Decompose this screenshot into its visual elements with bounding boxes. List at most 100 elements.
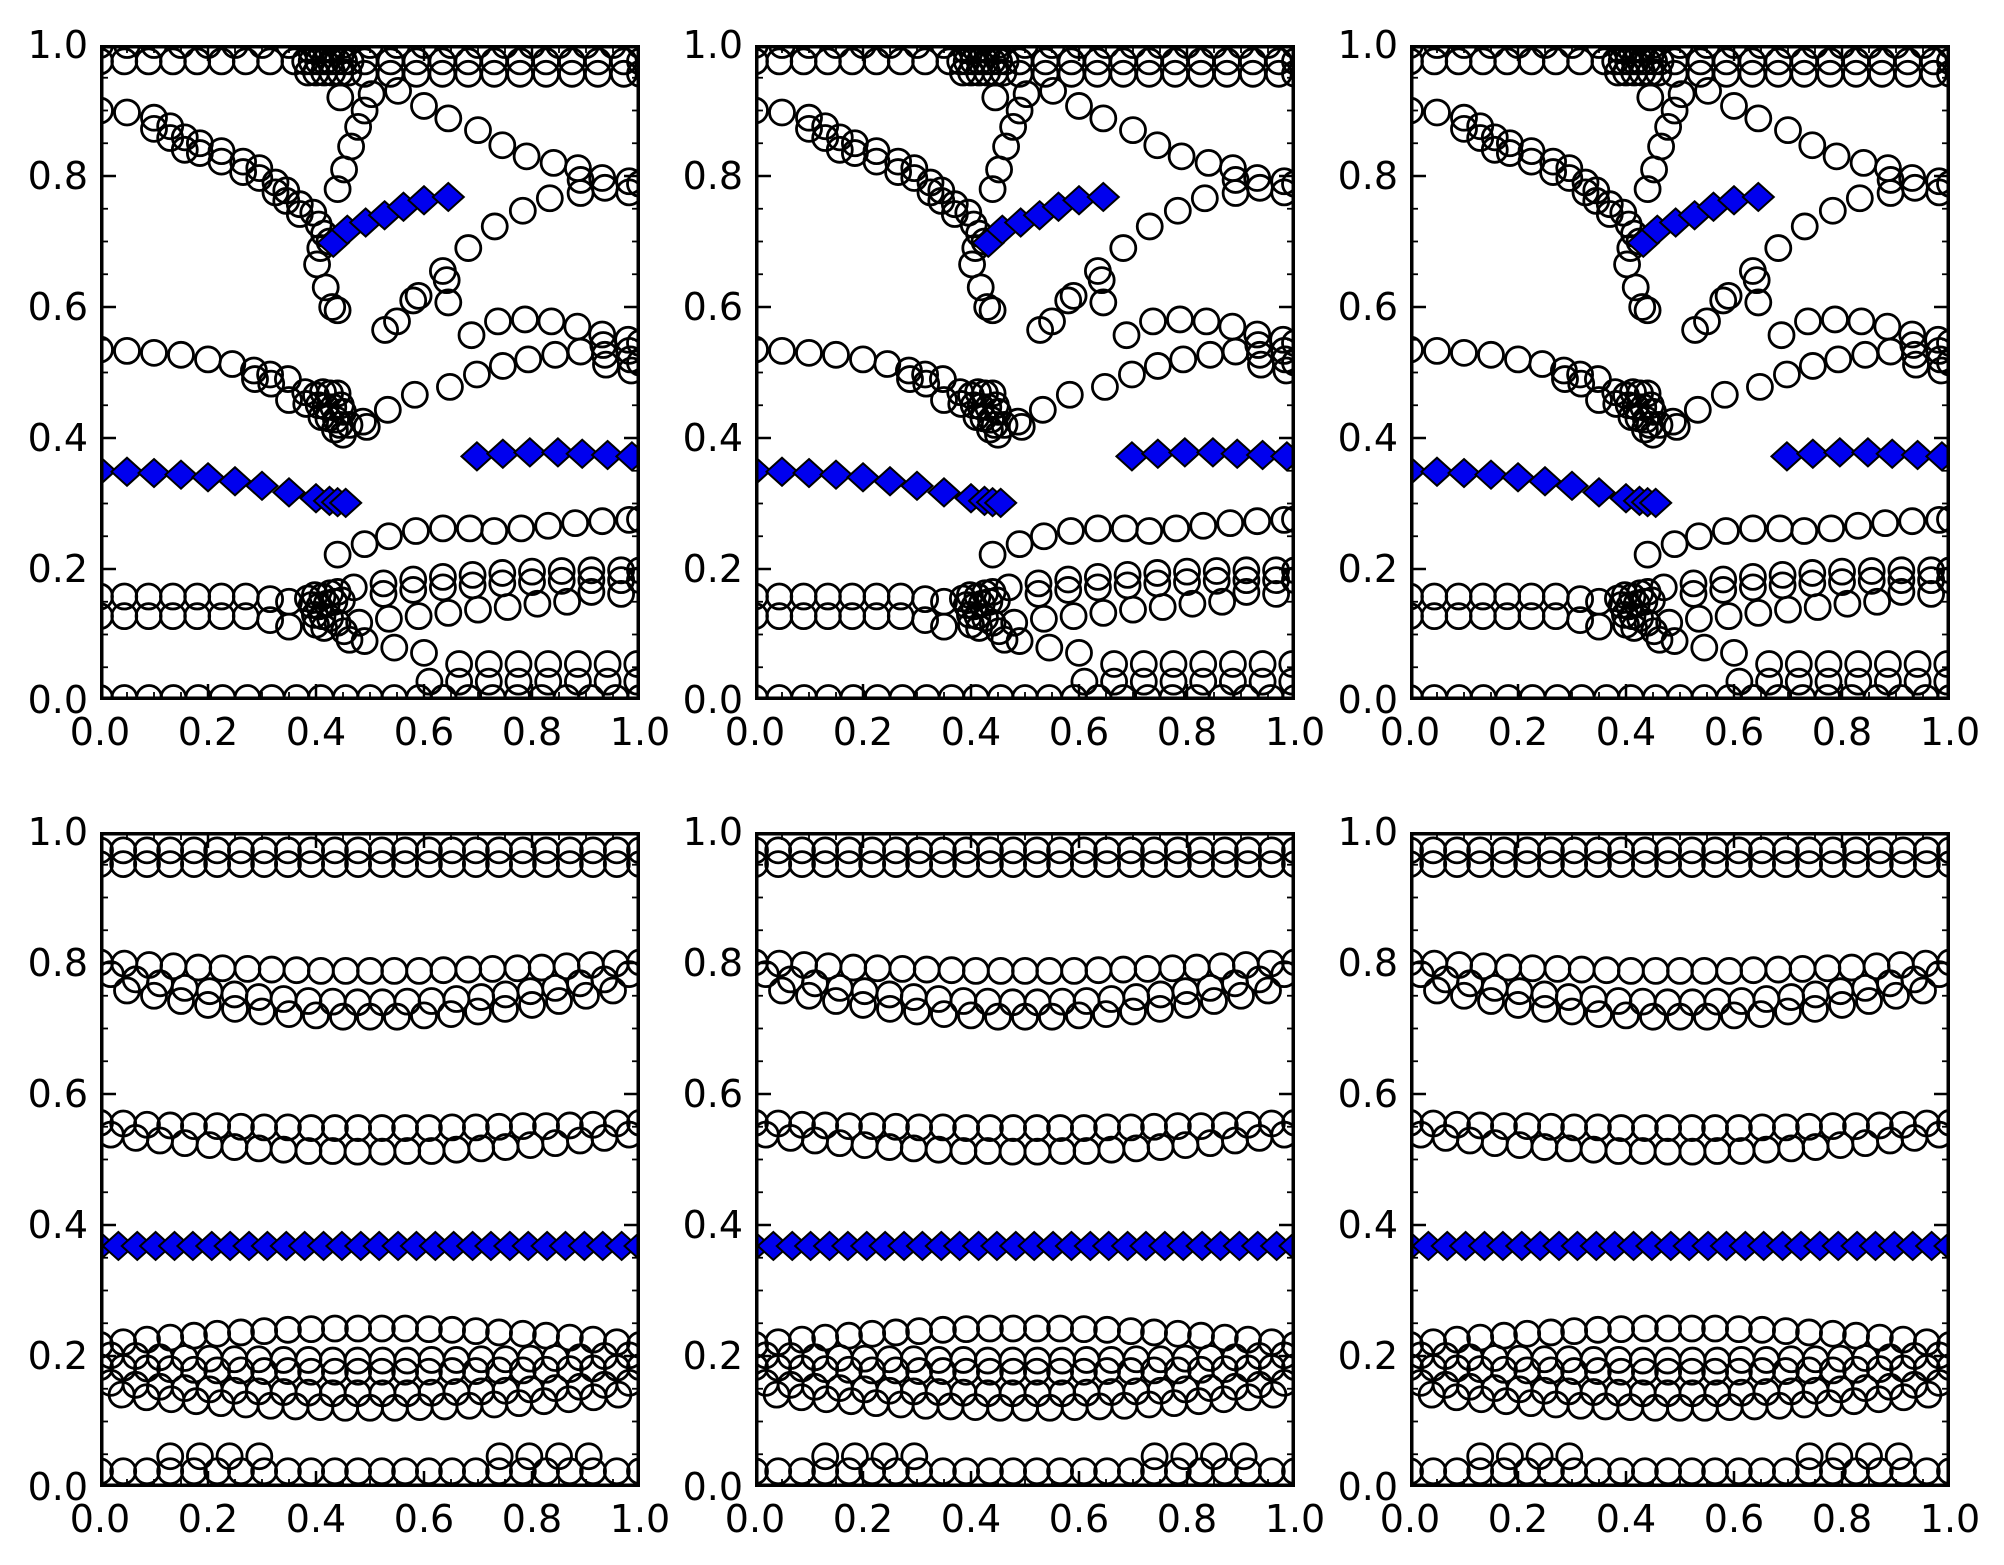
circles-bottom-doubles: [1466, 1442, 1913, 1471]
circles-top-clipped: [1410, 45, 1950, 59]
circles-bottom-right-doubles: [1070, 650, 1295, 696]
circles-top-clipped: [100, 45, 640, 59]
x-tick-label: 1.0: [1919, 1497, 1981, 1541]
circles-kite-left-edge: [323, 80, 386, 204]
circles-left-low-rows: [755, 582, 958, 641]
subplot-bottom-middle: 1.0 0.8 0.6 0.4 0.2 0.0 0.0 0.2 0.4 0.6 0.8 1.0: [683, 812, 1326, 1539]
circles-top-row: [100, 47, 309, 76]
x-tick-label: 0.0: [69, 710, 131, 754]
circles-band02-arcdown: [1417, 1380, 1943, 1422]
y-tick-label: 1.0: [27, 810, 88, 854]
circles-central-cluster: [302, 378, 381, 449]
circles-top-right-lower: [350, 59, 640, 88]
circles-left-low-rows: [1410, 582, 1613, 641]
x-tick-label: 1.0: [1919, 710, 1981, 754]
diamonds-row: [755, 1230, 1295, 1262]
x-tick-label: 0.8: [1156, 1497, 1218, 1541]
plot-area: [755, 832, 1295, 1487]
x-tick-label: 0.6: [393, 1497, 455, 1541]
x-tick-label: 0.2: [177, 710, 239, 754]
plot-area: [1410, 45, 1950, 700]
y-tick-label: 0.6: [1337, 285, 1398, 329]
y-tick-label: 0.0: [27, 1465, 88, 1509]
y-tick-label: 0.6: [27, 1072, 88, 1116]
x-tick-label: 0.2: [832, 1497, 894, 1541]
circles-lower-ascending-chain: [1004, 337, 1295, 436]
y-tick-label: 0.2: [682, 547, 743, 591]
circles-left-descending-chain: [755, 96, 999, 256]
circles-right-fan-1: [1649, 556, 1950, 608]
y-tick-label: 0.6: [682, 285, 743, 329]
circles-kite-left-edge: [978, 80, 1041, 204]
x-tick-label: 0.2: [1487, 710, 1549, 754]
circles-right-fan-2: [1000, 587, 1237, 637]
circles-left-low-rows: [100, 582, 303, 641]
circles-mid-arch: [323, 505, 640, 569]
circles-top-band-lower: [1410, 850, 1950, 878]
circles-left-mid-row: [1410, 335, 1631, 418]
circles-band02-arcup: [100, 1314, 640, 1359]
x-tick-label: 0.0: [724, 1497, 786, 1541]
x-tick-label: 0.4: [1595, 710, 1657, 754]
circles-band080-row: [755, 948, 1295, 985]
x-tick-label: 0.8: [1811, 1497, 1873, 1541]
y-tick-label: 0.2: [27, 547, 88, 591]
plot-area: [1410, 832, 1950, 1487]
circles-kite-right-edge: [1694, 76, 1950, 207]
x-tick-label: 1.0: [1264, 1497, 1326, 1541]
circles-lower-ascending-chain: [1659, 337, 1950, 436]
y-tick-label: 0.0: [682, 678, 743, 722]
circles-bottom-doubles: [811, 1442, 1258, 1471]
x-tick-label: 0.0: [1379, 710, 1441, 754]
circles-right-fan-3: [1660, 627, 1748, 667]
circles-kite-left-edge: [1633, 80, 1696, 204]
x-tick-label: 0.4: [285, 1497, 347, 1541]
circles-top-row: [755, 47, 964, 76]
x-tick-label: 1.0: [609, 1497, 671, 1541]
x-tick-label: 0.2: [1487, 1497, 1549, 1541]
subplot-bottom-left: 1.0 0.8 0.6 0.4 0.2 0.0 0.0 0.2 0.4 0.6 0.8 1.0: [28, 812, 671, 1539]
circles-band054-row: [755, 1108, 1295, 1142]
circles-right-fan-2: [345, 587, 582, 637]
x-tick-label: 0.8: [1156, 710, 1218, 754]
circles-kite-right-edge: [384, 76, 640, 207]
diamonds-right-row: [1769, 437, 1950, 472]
subplot-bottom-right: 1.0 0.8 0.6 0.4 0.2 0.0 0.0 0.2 0.4 0.6 0.8 1.0: [1338, 812, 1981, 1539]
y-tick-label: 1.0: [1337, 810, 1398, 854]
diamonds-row: [100, 1230, 640, 1262]
circles-top-clipped: [755, 45, 1295, 59]
circles-top-band-upper: [755, 836, 1295, 865]
circles-left-descending-chain: [1410, 96, 1654, 256]
x-tick-label: 0.6: [1703, 710, 1765, 754]
circles-top-right-lower: [1660, 59, 1950, 88]
diamonds-right-row: [459, 437, 640, 472]
circles-lower-blob: [1603, 578, 1674, 654]
circles-right-fan-3: [1005, 627, 1093, 667]
y-tick-label: 0.8: [682, 154, 743, 198]
circles-band02-arcup: [1410, 1314, 1950, 1359]
x-tick-label: 1.0: [609, 710, 671, 754]
circles-bottom-doubles: [156, 1442, 603, 1471]
y-tick-label: 1.0: [682, 23, 743, 67]
x-tick-label: 0.2: [832, 710, 894, 754]
circles-top-band-lower: [755, 850, 1295, 878]
x-tick-label: 0.4: [285, 710, 347, 754]
y-tick-label: 1.0: [1337, 23, 1398, 67]
circles-top-band-upper: [100, 836, 640, 865]
x-tick-label: 0.2: [177, 1497, 239, 1541]
y-tick-label: 0.2: [1337, 547, 1398, 591]
subplot-top-right: 1.0 0.8 0.6 0.4 0.2 0.0 0.0 0.2 0.4 0.6 0.8 1.0: [1338, 25, 1981, 752]
x-tick-label: 0.4: [940, 710, 1002, 754]
circles-bottom-right-doubles: [1725, 650, 1950, 696]
circles-right-fan-1: [994, 556, 1295, 608]
y-tick-label: 0.8: [1337, 154, 1398, 198]
circles-band080-arc2: [1423, 976, 1937, 1031]
circles-band080-row: [1410, 948, 1950, 985]
diamonds-left-chain: [1410, 455, 1673, 519]
circles-right-fan-3: [350, 627, 438, 667]
x-tick-label: 0.0: [1379, 1497, 1441, 1541]
x-tick-label: 0.6: [1048, 1497, 1110, 1541]
x-tick-label: 1.0: [1264, 710, 1326, 754]
circles-band080-arc2: [113, 976, 627, 1031]
x-tick-label: 0.0: [69, 1497, 131, 1541]
